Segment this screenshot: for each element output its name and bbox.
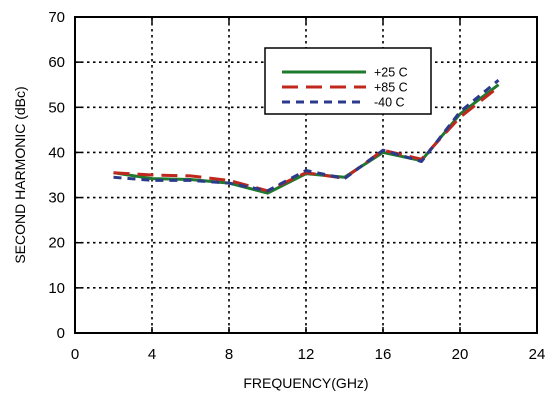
y-tick-label: 10 bbox=[48, 280, 65, 297]
series-line-2 bbox=[113, 79, 500, 193]
axis-ticks bbox=[74, 16, 538, 334]
legend-label-plus25c: +25 C bbox=[374, 66, 408, 80]
legend-box bbox=[264, 47, 432, 115]
tick-labels: 0 4 8 12 16 20 24 0 10 20 30 40 50 60 70 bbox=[48, 9, 545, 363]
y-tick-label: 20 bbox=[48, 235, 65, 252]
legend: +25 C +85 C -40 C bbox=[264, 47, 432, 115]
x-tick-label: 16 bbox=[375, 346, 392, 363]
x-tick-label: 4 bbox=[148, 346, 156, 363]
y-tick-label: 40 bbox=[48, 144, 65, 161]
y-tick-label: 60 bbox=[48, 54, 65, 71]
y-tick-label: 30 bbox=[48, 190, 65, 207]
x-axis-title: FREQUENCY(GHz) bbox=[243, 375, 368, 391]
series-lines bbox=[113, 79, 500, 195]
x-tick-label: 24 bbox=[529, 346, 546, 363]
y-tick-label: 0 bbox=[57, 325, 65, 342]
y-axis-title: SECOND HARMONIC (dBc) bbox=[12, 86, 28, 263]
y-tick-label: 50 bbox=[48, 99, 65, 116]
x-tick-label: 12 bbox=[298, 346, 315, 363]
legend-label-plus85c: +85 C bbox=[374, 81, 408, 95]
series-line-1 bbox=[113, 85, 500, 193]
x-tick-label: 20 bbox=[452, 346, 469, 363]
x-tick-label: 8 bbox=[225, 346, 233, 363]
y-tick-label: 70 bbox=[48, 9, 65, 26]
legend-label-minus40c: -40 C bbox=[374, 96, 405, 110]
x-tick-label: 0 bbox=[71, 346, 79, 363]
